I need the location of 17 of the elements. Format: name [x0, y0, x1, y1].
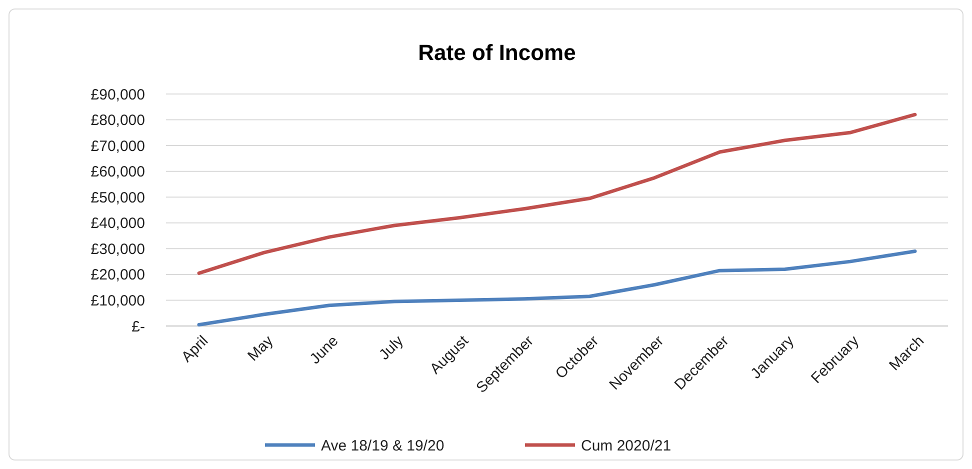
y-tick-label: £50,000: [90, 189, 145, 206]
chart-title: Rate of Income: [418, 40, 576, 65]
legend-label: Ave 18/19 & 19/20: [321, 437, 444, 454]
y-tick-label: £20,000: [90, 266, 145, 284]
y-tick-label: £80,000: [90, 112, 145, 130]
y-tick-label: £70,000: [90, 138, 145, 155]
y-tick-label: £10,000: [90, 292, 145, 310]
legend-label: Cum 2020/21: [581, 437, 672, 454]
x-tick-label: July: [376, 332, 408, 364]
y-tick-label: £40,000: [90, 215, 145, 232]
x-tick-label: May: [244, 332, 277, 365]
line-series: [197, 249, 917, 326]
y-tick-label: £30,000: [90, 240, 145, 258]
line-series: [197, 112, 917, 275]
y-tick-label: £60,000: [90, 164, 145, 181]
y-tick-label: £90,000: [90, 86, 145, 104]
y-tick-label: £-: [132, 318, 145, 336]
